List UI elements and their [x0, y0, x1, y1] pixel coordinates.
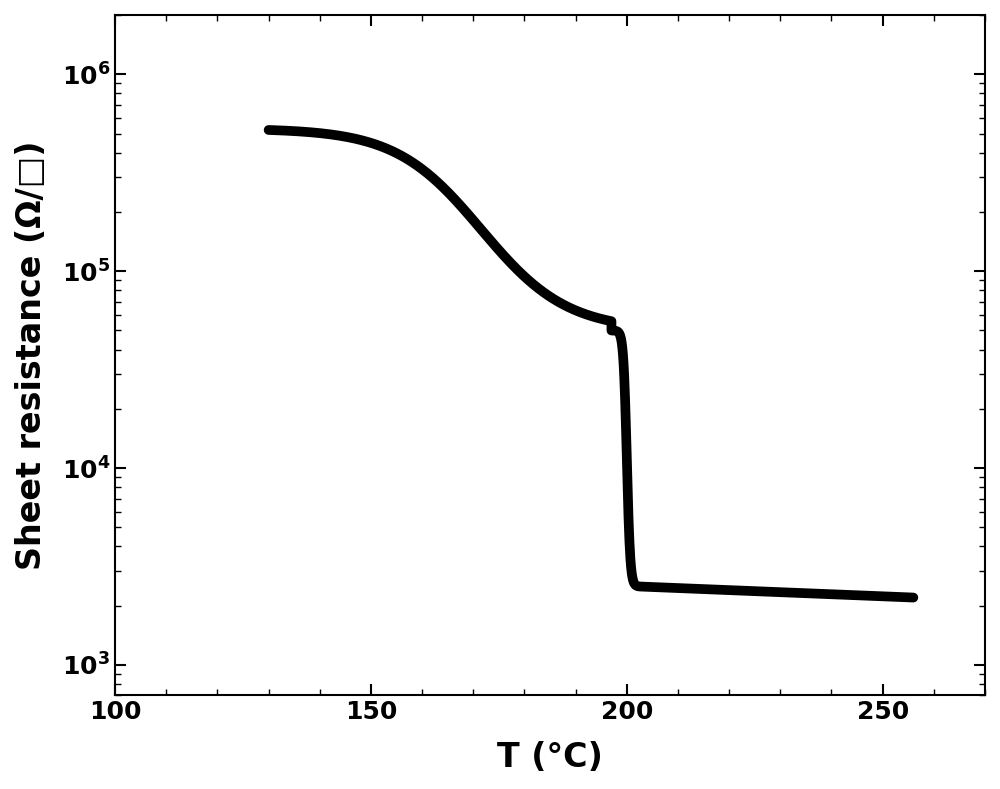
X-axis label: T (°C): T (°C)	[497, 741, 603, 774]
Y-axis label: Sheet resistance (Ω/□): Sheet resistance (Ω/□)	[15, 140, 48, 570]
